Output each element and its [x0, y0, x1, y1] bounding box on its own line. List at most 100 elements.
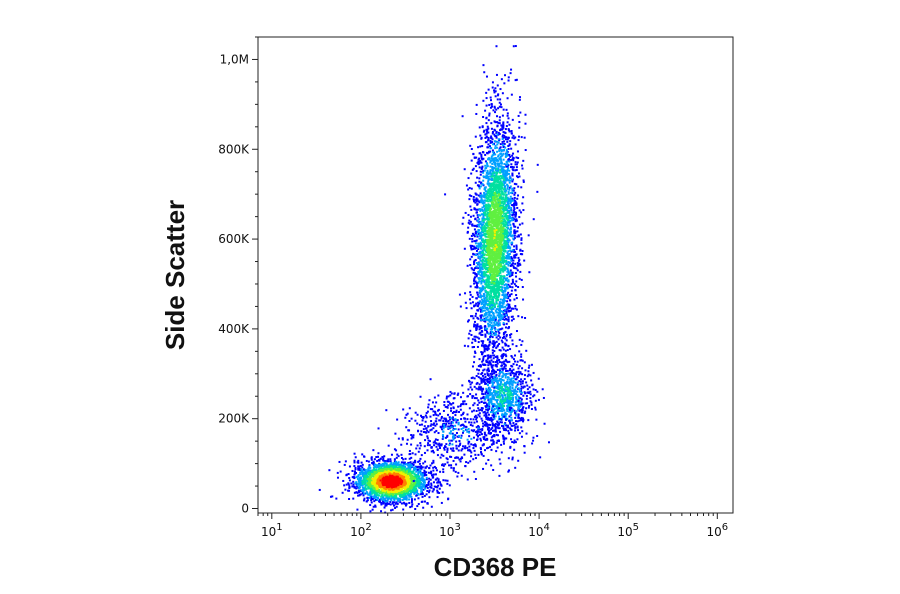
data-point — [506, 246, 509, 249]
data-point — [507, 129, 510, 132]
data-point — [506, 97, 509, 100]
data-point — [517, 194, 520, 197]
data-point — [432, 469, 435, 472]
data-point — [489, 311, 492, 314]
data-point — [389, 500, 392, 503]
data-point — [507, 326, 510, 329]
data-point — [342, 479, 345, 482]
data-point — [497, 93, 500, 96]
data-point — [484, 333, 487, 336]
data-point — [395, 505, 398, 508]
data-point — [387, 485, 390, 488]
data-point — [485, 199, 488, 202]
data-point — [396, 463, 399, 466]
data-point — [496, 170, 499, 173]
data-point — [480, 326, 483, 329]
data-point — [477, 303, 480, 306]
data-point — [505, 212, 508, 215]
data-point — [481, 277, 484, 280]
data-point — [488, 338, 491, 341]
data-point — [413, 490, 416, 493]
data-point — [381, 462, 384, 465]
data-point — [360, 471, 363, 474]
data-point — [513, 206, 516, 209]
data-point — [470, 244, 473, 247]
data-point — [341, 491, 344, 494]
data-point — [475, 312, 478, 315]
data-point — [490, 135, 493, 138]
data-point — [479, 152, 482, 155]
data-point — [401, 467, 404, 470]
data-point — [405, 489, 408, 492]
data-point — [512, 203, 515, 206]
data-point — [475, 297, 478, 300]
data-point — [483, 275, 486, 278]
data-point — [357, 489, 360, 492]
data-point — [475, 266, 478, 269]
data-point — [471, 224, 474, 227]
data-point — [434, 473, 437, 476]
data-point — [482, 293, 485, 296]
data-point — [428, 496, 431, 499]
data-point — [477, 301, 480, 304]
data-point — [469, 329, 472, 332]
data-point — [504, 196, 507, 199]
data-point — [490, 314, 493, 317]
data-point — [504, 200, 507, 203]
data-point — [483, 208, 486, 211]
data-point — [378, 467, 381, 470]
data-point — [410, 486, 413, 489]
data-point — [489, 161, 492, 164]
data-point — [511, 180, 514, 183]
data-point — [497, 312, 500, 315]
data-point — [404, 470, 407, 473]
data-point — [491, 301, 494, 304]
data-point — [507, 147, 510, 150]
data-point — [493, 317, 496, 320]
data-point — [368, 497, 371, 500]
data-point — [499, 165, 502, 168]
data-point — [417, 484, 420, 487]
data-point — [510, 282, 513, 285]
data-point — [486, 125, 489, 128]
data-point — [491, 342, 494, 345]
data-point — [426, 490, 429, 493]
data-point — [416, 505, 419, 508]
data-point — [523, 136, 526, 139]
data-point — [375, 464, 378, 467]
data-point — [373, 500, 376, 503]
data-point — [503, 166, 506, 169]
data-point — [483, 304, 486, 307]
data-point — [522, 179, 525, 182]
data-point — [399, 484, 402, 487]
data-point — [502, 309, 505, 312]
data-point — [490, 103, 493, 106]
data-point — [499, 88, 502, 91]
data-point — [512, 259, 515, 262]
data-point — [380, 497, 383, 500]
data-point — [514, 230, 517, 233]
data-point — [494, 309, 497, 312]
data-point — [479, 267, 482, 270]
data-point — [497, 309, 500, 312]
data-point — [494, 95, 497, 98]
data-point — [417, 473, 420, 476]
data-point — [478, 180, 481, 183]
data-point — [386, 479, 389, 482]
data-point — [493, 334, 496, 337]
data-point — [500, 167, 503, 170]
data-point — [483, 266, 486, 269]
data-point — [510, 226, 513, 229]
data-point — [397, 463, 400, 466]
data-point — [437, 484, 440, 487]
data-point — [504, 289, 507, 292]
data-point — [475, 382, 478, 385]
data-point — [491, 105, 494, 108]
data-point — [475, 273, 478, 276]
data-point — [493, 303, 496, 306]
data-point — [517, 135, 520, 138]
data-point — [512, 209, 515, 212]
data-point — [406, 492, 409, 495]
data-point — [403, 484, 406, 487]
data-point — [363, 474, 366, 477]
